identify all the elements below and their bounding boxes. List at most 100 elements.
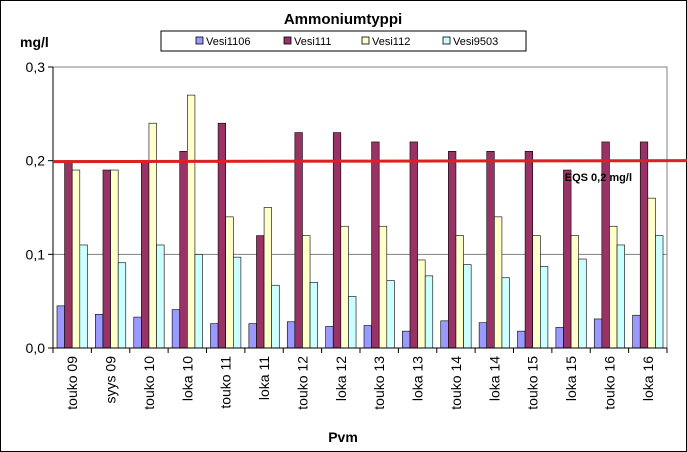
x-tick-label: loka 14 [486,356,502,401]
x-tick-label: touko 13 [371,356,387,410]
bar-vesi9503 [386,280,395,349]
bar-vesi9503 [309,282,318,349]
bar-vesi112 [647,197,656,349]
bar-vesi111 [486,151,495,349]
bar-vesi112 [187,94,196,349]
bar-vesi9503 [463,264,472,349]
eqs-reference-label: EQS 0,2 mg/l [565,172,632,184]
legend-swatch-vesi1106 [195,36,204,45]
bar-vesi112 [71,169,81,349]
bar-vesi9503 [655,235,664,349]
bar-vesi111 [409,141,418,349]
bar-vesi1106 [248,323,257,349]
x-tick-label: touko 16 [601,356,617,410]
chart-title: Ammoniumtyppi [284,11,402,28]
bar-vesi111 [639,141,649,349]
x-tick-label: loka 15 [563,356,579,401]
bar-vesi1106 [440,320,449,349]
x-tick-label: loka 16 [640,356,656,401]
bar-series [56,94,664,349]
bar-vesi111 [294,132,303,349]
bar-vesi9503 [539,266,549,349]
bar-vesi112 [570,235,579,349]
bar-vesi112 [609,225,618,349]
bar-vesi112 [110,169,119,349]
bar-vesi9503 [156,244,165,349]
bar-vesi1106 [95,313,104,349]
bar-vesi9503 [271,284,280,349]
eqs-reference-line [52,159,687,164]
y-axis-label: mg/l [20,34,49,50]
legend: Vesi1106 Vesi111 Vesi112 Vesi9503 [160,30,527,52]
bar-vesi1106 [632,314,641,349]
bar-vesi112 [263,207,272,349]
legend-label-vesi9503: Vesi9503 [453,36,498,48]
bar-vesi9503 [616,244,625,349]
bar-vesi1106 [286,321,296,349]
bar-vesi1106 [363,325,372,349]
bar-vesi112 [417,259,426,349]
x-tick-label: loka 13 [410,356,426,401]
x-tick-label: loka 11 [256,356,272,400]
bar-vesi1106 [133,316,142,349]
bar-vesi9503 [424,275,434,349]
bar-vesi112 [532,235,541,349]
x-tick-label: touko 09 [64,356,80,410]
bar-vesi111 [448,151,457,349]
y-tick-label: 0,2 [26,153,46,169]
bar-vesi112 [455,235,464,349]
bar-vesi1106 [402,330,411,349]
legend-swatch-vesi111 [283,36,292,45]
legend-box [160,30,527,52]
bar-vesi111 [563,169,572,349]
bar-vesi1106 [325,326,334,349]
bar-vesi112 [225,216,234,349]
bar-vesi9503 [233,256,242,349]
legend-label-vesi1106: Vesi1106 [206,36,250,48]
bar-vesi1106 [517,330,526,349]
bar-vesi1106 [171,309,181,349]
legend-swatch-vesi9503 [442,36,451,45]
bar-vesi1106 [56,305,65,349]
bar-vesi112 [302,235,311,349]
bar-vesi111 [371,141,380,349]
bar-vesi112 [378,225,388,349]
x-tick-label: touko 11 [218,356,234,409]
bar-vesi111 [524,151,533,349]
bar-vesi112 [148,122,157,349]
legend-items: Vesi1106 Vesi111 Vesi112 Vesi9503 [195,36,498,48]
legend-swatch-vesi112 [361,36,370,45]
bar-vesi1106 [210,323,219,349]
x-tick-label: touko 10 [141,356,157,410]
x-tick-label: touko 15 [525,356,541,410]
x-axis-label: Pvm [328,429,358,445]
y-tick-label: 0,3 [26,59,46,75]
bar-vesi9503 [578,258,587,349]
bar-vesi111 [179,151,188,349]
bar-vesi1106 [478,322,488,349]
legend-label-vesi111: Vesi111 [294,36,332,48]
bar-vesi112 [494,216,503,349]
x-tick-label: loka 10 [179,356,195,401]
bar-vesi9503 [117,262,127,349]
y-tick-label: 0,0 [26,340,46,356]
bar-vesi111 [102,169,111,349]
x-tick-label: touko 12 [294,356,310,410]
bar-vesi111 [332,132,342,349]
x-tick-label: touko 14 [448,356,464,410]
bar-vesi1106 [555,327,564,349]
y-axis-ticks: 0,0 0,1 0,2 0,3 [26,59,53,356]
bar-vesi9503 [79,244,88,349]
bar-vesi111 [217,122,227,349]
x-tick-label: syys 09 [103,356,119,404]
bar-vesi9503 [348,296,357,349]
bar-vesi9503 [194,254,203,349]
legend-label-vesi112: Vesi112 [372,36,410,48]
x-tick-label: loka 12 [333,356,349,401]
bar-vesi111 [64,160,73,349]
bar-vesi112 [340,225,349,349]
bar-vesi111 [141,160,150,349]
bar-vesi111 [256,235,265,349]
x-axis-ticks: touko 09 syys 09 touko 10 loka 10 touko 11 lo… [52,348,668,410]
